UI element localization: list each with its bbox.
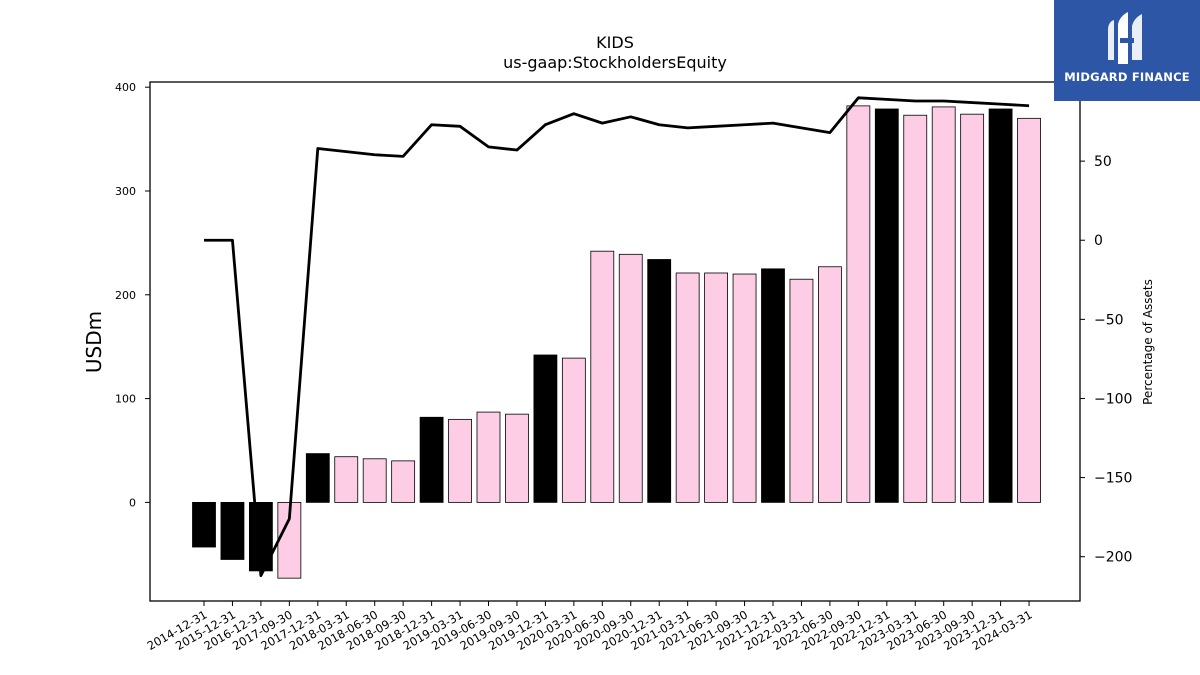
bar-2023-09-30 bbox=[960, 113, 985, 503]
bar-2020-06-30 bbox=[590, 250, 615, 503]
bar-2019-12-31 bbox=[533, 354, 558, 503]
bar-2020-12-31 bbox=[647, 259, 672, 503]
bar-2014-12-31 bbox=[192, 501, 216, 548]
bar-2020-09-30 bbox=[618, 253, 643, 503]
bar-2023-03-31 bbox=[903, 114, 928, 503]
y2tick-label: −100 bbox=[1094, 391, 1132, 407]
bar-2018-03-31 bbox=[334, 456, 359, 503]
bars-group bbox=[192, 105, 1041, 579]
y2tick-label: 50 bbox=[1094, 154, 1112, 170]
bar-2023-06-30 bbox=[931, 106, 956, 503]
chart-subtitle: us-gaap:StockholdersEquity bbox=[503, 53, 727, 72]
bar-2020-03-31 bbox=[561, 357, 586, 503]
y-axis-label: USDm bbox=[82, 311, 106, 373]
logo-mark-icon bbox=[1108, 12, 1142, 64]
bar-2021-06-30 bbox=[704, 272, 728, 503]
bar-2019-09-30 bbox=[505, 413, 529, 503]
x-axis: 2014-12-312015-12-312016-12-312017-09-30… bbox=[145, 601, 1035, 653]
bar-2019-03-31 bbox=[448, 418, 472, 503]
bar-2021-12-31 bbox=[761, 268, 785, 503]
y2-axis-label: Percentage of Assets bbox=[1141, 279, 1155, 405]
bar-2021-03-31 bbox=[675, 272, 700, 503]
bar-2022-09-30 bbox=[846, 105, 871, 503]
logo-text: MIDGARD FINANCE bbox=[1064, 70, 1190, 84]
bar-2018-06-30 bbox=[362, 458, 387, 503]
bar-2018-12-31 bbox=[419, 416, 444, 503]
bar-2022-03-31 bbox=[789, 278, 814, 503]
midgard-finance-logo: MIDGARD FINANCE bbox=[1054, 0, 1200, 101]
bar-2018-09-30 bbox=[391, 460, 416, 503]
bar-2023-12-31 bbox=[988, 108, 1013, 503]
y2tick-label: 0 bbox=[1094, 233, 1103, 249]
bar-2017-12-31 bbox=[305, 453, 330, 503]
bar-2022-06-30 bbox=[818, 266, 842, 503]
ytick-label: 300 bbox=[115, 185, 136, 198]
left-axis: 0 100 200 300 400 bbox=[115, 81, 150, 509]
plot-frame bbox=[149, 81, 1081, 602]
bar-2015-12-31 bbox=[220, 501, 245, 560]
right-axis: −200 −150 −100 −50 0 50 bbox=[1080, 154, 1132, 566]
y2tick-label: −150 bbox=[1094, 471, 1132, 487]
ytick-label: 400 bbox=[115, 81, 136, 94]
ytick-label: 0 bbox=[129, 496, 136, 509]
bar-2024-03-31 bbox=[1017, 117, 1041, 503]
line-group bbox=[204, 96, 1030, 578]
bar-2019-06-30 bbox=[476, 411, 501, 503]
ytick-label: 100 bbox=[115, 393, 136, 406]
bar-2022-12-31 bbox=[874, 108, 899, 503]
y2tick-label: −50 bbox=[1094, 312, 1124, 328]
y2tick-label: −200 bbox=[1094, 550, 1132, 566]
bar-2021-09-30 bbox=[732, 273, 757, 503]
ytick-label: 200 bbox=[115, 289, 136, 302]
chart-title: KIDS bbox=[596, 33, 634, 52]
percentage-line bbox=[204, 96, 1030, 578]
